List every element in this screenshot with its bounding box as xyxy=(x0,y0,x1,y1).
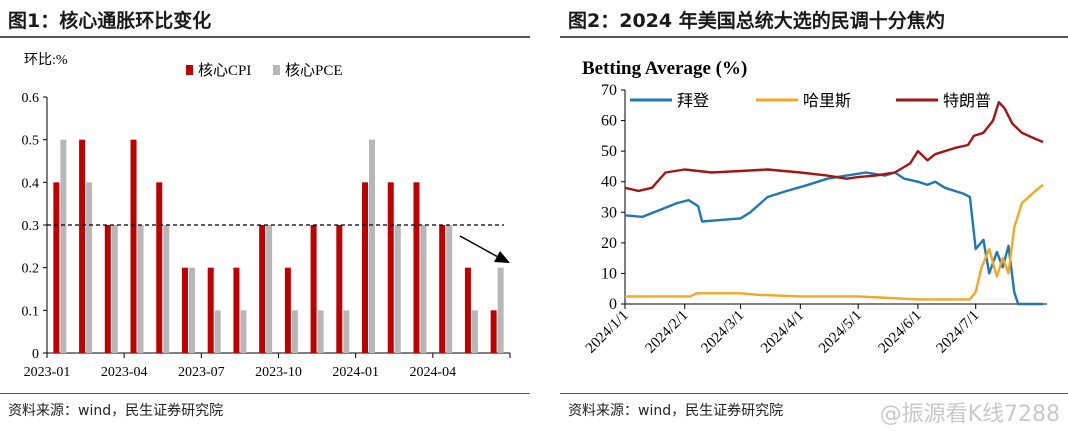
bar-core-pce-2023-06 xyxy=(188,267,195,353)
x-tick-label: 2024/5/1 xyxy=(816,308,865,357)
y-tick-label: 50 xyxy=(601,143,617,160)
bar-core-cpi-2023-02 xyxy=(79,139,86,353)
bar-core-cpi-2024-04 xyxy=(439,225,446,353)
bar-core-pce-2023-11 xyxy=(317,310,324,353)
x-tick-label: 2024/1/1 xyxy=(583,308,632,357)
right-source-rule xyxy=(560,393,1068,394)
x-tick-label: 2024-04 xyxy=(409,365,456,380)
y-tick-label: 0.2 xyxy=(22,262,40,277)
left-title-rule xyxy=(0,36,530,38)
bar-core-pce-2024-01 xyxy=(369,139,376,353)
x-tick-label: 2024/7/1 xyxy=(933,308,982,357)
series-line-biden xyxy=(624,171,1044,306)
bar-core-cpi-2024-01 xyxy=(362,182,369,353)
bar-core-cpi-2023-03 xyxy=(104,225,111,353)
series-line-harris xyxy=(625,183,1044,301)
y-tick-label: 0.3 xyxy=(22,219,40,234)
legend-label-biden: 拜登 xyxy=(677,92,709,110)
bar-core-pce-2023-04 xyxy=(137,225,144,353)
bar-core-cpi-2023-11 xyxy=(310,225,317,353)
bar-core-cpi-2023-06 xyxy=(181,267,188,353)
y-tick-label: 0 xyxy=(609,296,617,313)
left-source-note: 资料来源：wind，民生证券研究院 xyxy=(8,403,224,419)
left-source-rule xyxy=(0,393,530,394)
legend-label-core-cpi: 核心CPI xyxy=(198,62,251,79)
right-panel: 图2：2024 年美国总统大选的民调十分焦灼 Betting Average (… xyxy=(560,0,1068,431)
left-panel-title: 图1：核心通胀环比变化 xyxy=(8,10,212,32)
x-tick-label: 2024/4/1 xyxy=(758,308,807,357)
left-panel: 图1：核心通胀环比变化 环比:% 0 0.1 0.2 0.3 0.4 0.5 0.6 2023-… xyxy=(0,0,530,431)
x-tick-label: 2023-07 xyxy=(178,365,225,380)
bar-core-pce-2024-02 xyxy=(394,225,401,353)
right-title-rule xyxy=(560,36,1068,38)
bar-core-cpi-2023-01 xyxy=(53,182,60,353)
watermark: @振源看K线7288 xyxy=(879,402,1060,427)
bar-core-pce-2023-07 xyxy=(214,310,221,353)
core-inflation-bar-chart: 环比:% 0 0.1 0.2 0.3 0.4 0.5 0.6 2023-01 2023-04 202… xyxy=(22,52,511,380)
bar-core-pce-2023-02 xyxy=(86,182,93,353)
y-tick-label: 0 xyxy=(32,347,39,362)
bar-core-cpi-2023-10 xyxy=(284,267,291,353)
bar-core-pce-2023-09 xyxy=(266,225,273,353)
bar-core-pce-2023-03 xyxy=(111,225,118,353)
legend-swatch-core-cpi xyxy=(186,65,193,75)
y-tick-label: 10 xyxy=(601,265,617,282)
legend-label-harris: 哈里斯 xyxy=(803,92,851,110)
y-tick-label: 0.5 xyxy=(22,134,40,149)
bar-core-pce-2023-05 xyxy=(163,225,170,353)
bar-core-cpi-2024-02 xyxy=(387,182,394,353)
y-tick-label: 30 xyxy=(601,204,617,221)
series-line-trump xyxy=(624,100,1044,193)
x-tick-label: 2023-10 xyxy=(255,365,302,380)
y-axis-label: 环比:% xyxy=(24,52,68,68)
y-tick-label: 20 xyxy=(601,235,617,252)
bar-core-cpi-2023-08 xyxy=(233,267,240,353)
line-chart-title: Betting Average (%) xyxy=(582,58,747,79)
y-tick-label: 0.1 xyxy=(22,304,40,319)
bar-core-pce-2024-04 xyxy=(446,225,453,353)
bar-core-pce-2023-10 xyxy=(291,310,298,353)
bar-core-cpi-2023-04 xyxy=(130,139,137,353)
x-tick-label: 2024/6/1 xyxy=(876,308,925,357)
trend-arrow-shaft xyxy=(459,235,499,258)
bar-core-cpi-2023-09 xyxy=(259,225,266,353)
bar-core-pce-2023-08 xyxy=(240,310,247,353)
x-tick-label: 2023-04 xyxy=(101,365,148,380)
bar-core-pce-2024-05 xyxy=(471,310,478,353)
bar-core-cpi-2023-05 xyxy=(156,182,163,353)
x-tick-label: 2024-01 xyxy=(332,365,379,380)
legend-swatch-core-pce xyxy=(273,65,280,75)
right-source-note: 资料来源：wind，民生证券研究院 xyxy=(568,403,784,419)
bar-core-cpi-2024-03 xyxy=(413,182,420,353)
y-tick-label: 70 xyxy=(601,82,617,99)
x-tick-label: 2024/3/1 xyxy=(698,308,747,357)
x-tick-label: 2024/2/1 xyxy=(643,308,692,357)
legend-label-trump: 特朗普 xyxy=(943,92,991,110)
bar-core-cpi-2023-07 xyxy=(207,267,214,353)
bar-core-pce-2023-01 xyxy=(60,139,67,353)
y-tick-label: 40 xyxy=(601,174,617,191)
right-panel-title: 图2：2024 年美国总统大选的民调十分焦灼 xyxy=(568,10,945,32)
x-tick-label: 2023-01 xyxy=(24,365,71,380)
bar-core-cpi-2023-12 xyxy=(336,225,343,353)
bar-core-pce-2024-06 xyxy=(497,267,504,353)
bar-core-cpi-2024-05 xyxy=(464,267,471,353)
bar-core-pce-2024-03 xyxy=(420,225,427,353)
trend-arrow-head xyxy=(494,251,510,263)
y-tick-label: 0.6 xyxy=(22,91,40,106)
y-tick-label: 60 xyxy=(601,113,617,130)
y-tick-label: 0.4 xyxy=(22,176,40,191)
betting-average-line-chart: Betting Average (%) 0 10 20 30 40 50 60 70 2024/1… xyxy=(582,58,1047,357)
bar-core-cpi-2024-06 xyxy=(490,310,497,353)
bar-core-pce-2023-12 xyxy=(343,310,350,353)
legend-label-core-pce: 核心PCE xyxy=(285,62,343,79)
